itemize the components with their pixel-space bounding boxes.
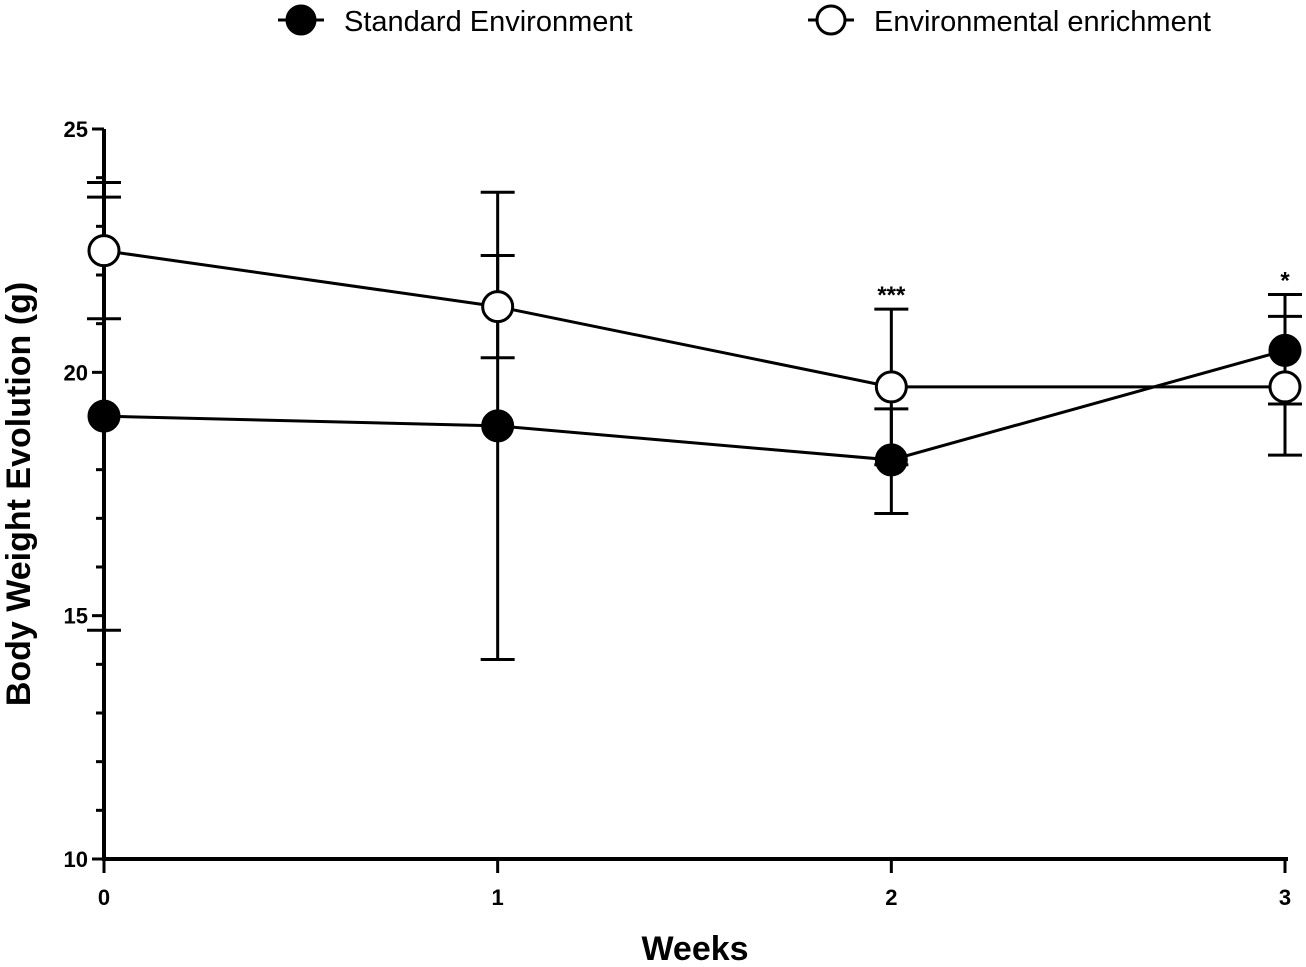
point-standard [481,409,515,443]
point-enrichment [874,370,908,404]
legend: Standard Environment Environmental enric… [278,4,1211,38]
legend-item-enrichment: Environmental enrichment [808,4,1211,38]
legend-label-standard: Standard Environment [344,6,633,38]
series-lines [103,249,1286,462]
significance-annotation: *** [877,282,906,309]
series-line-standard [103,348,1286,462]
point-standard [874,443,908,477]
point-standard [87,399,121,433]
legend-marker-standard [285,4,317,36]
annotations: **** [877,267,1290,309]
markers [87,234,1302,477]
y-axis-title: Body Weight Evolution (g) [0,282,38,706]
x-tick-label: 3 [1279,885,1291,910]
point-standard [1268,333,1302,367]
x-axis-title: Weeks [641,930,748,967]
point-enrichment [481,290,515,324]
x-tick-label: 1 [492,885,504,910]
point-enrichment [87,234,121,268]
axes: 10 15 20 25 0 1 2 3 [64,117,1292,910]
x-tick-label: 0 [98,885,110,910]
x-ticks: 0 1 2 3 [98,859,1291,910]
series-line-enrichment [103,249,1285,389]
point-enrichment [1268,370,1302,404]
significance-annotation: * [1280,267,1290,294]
legend-item-standard: Standard Environment [278,4,633,38]
x-tick-label: 2 [885,885,897,910]
y-tick-label: 25 [64,117,88,142]
y-tick-label: 20 [64,360,88,385]
legend-marker-enrichment [815,4,847,36]
y-ticks: 10 15 20 25 [64,117,104,872]
y-tick-label: 15 [64,604,88,629]
y-tick-label: 10 [64,847,88,872]
legend-label-enrichment: Environmental enrichment [874,6,1211,38]
